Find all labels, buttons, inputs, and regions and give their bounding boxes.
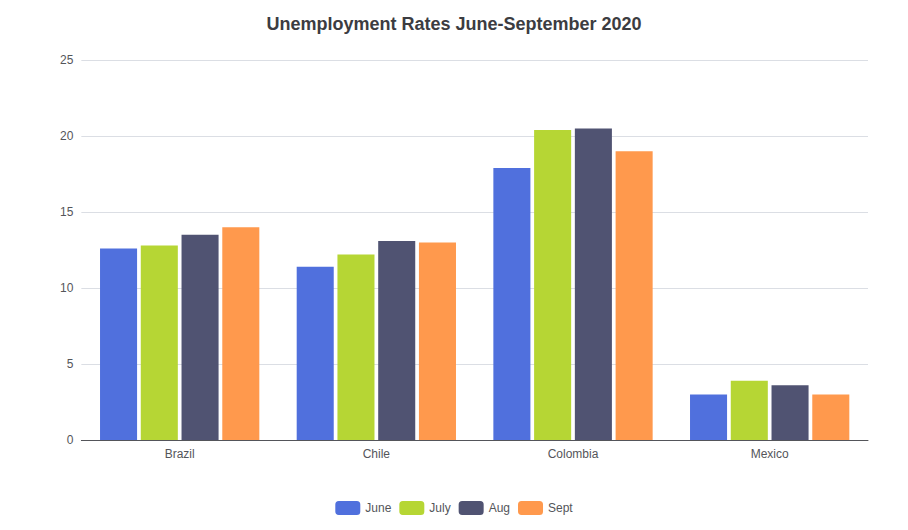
svg-text:Brazil: Brazil: [165, 447, 195, 461]
svg-text:Unemployment Rates June-Septem: Unemployment Rates June-September 2020: [266, 14, 641, 34]
svg-text:10: 10: [60, 281, 74, 295]
svg-text:5: 5: [67, 357, 74, 371]
svg-text:20: 20: [60, 129, 74, 143]
svg-text:July: July: [429, 501, 450, 515]
svg-text:Sept: Sept: [548, 501, 573, 515]
svg-text:Aug: Aug: [489, 501, 510, 515]
svg-text:25: 25: [60, 53, 74, 67]
svg-text:Chile: Chile: [363, 447, 391, 461]
svg-text:Colombia: Colombia: [548, 447, 599, 461]
svg-text:15: 15: [60, 205, 74, 219]
svg-text:Mexico: Mexico: [751, 447, 789, 461]
svg-text:0: 0: [67, 433, 74, 447]
svg-text:June: June: [365, 501, 391, 515]
